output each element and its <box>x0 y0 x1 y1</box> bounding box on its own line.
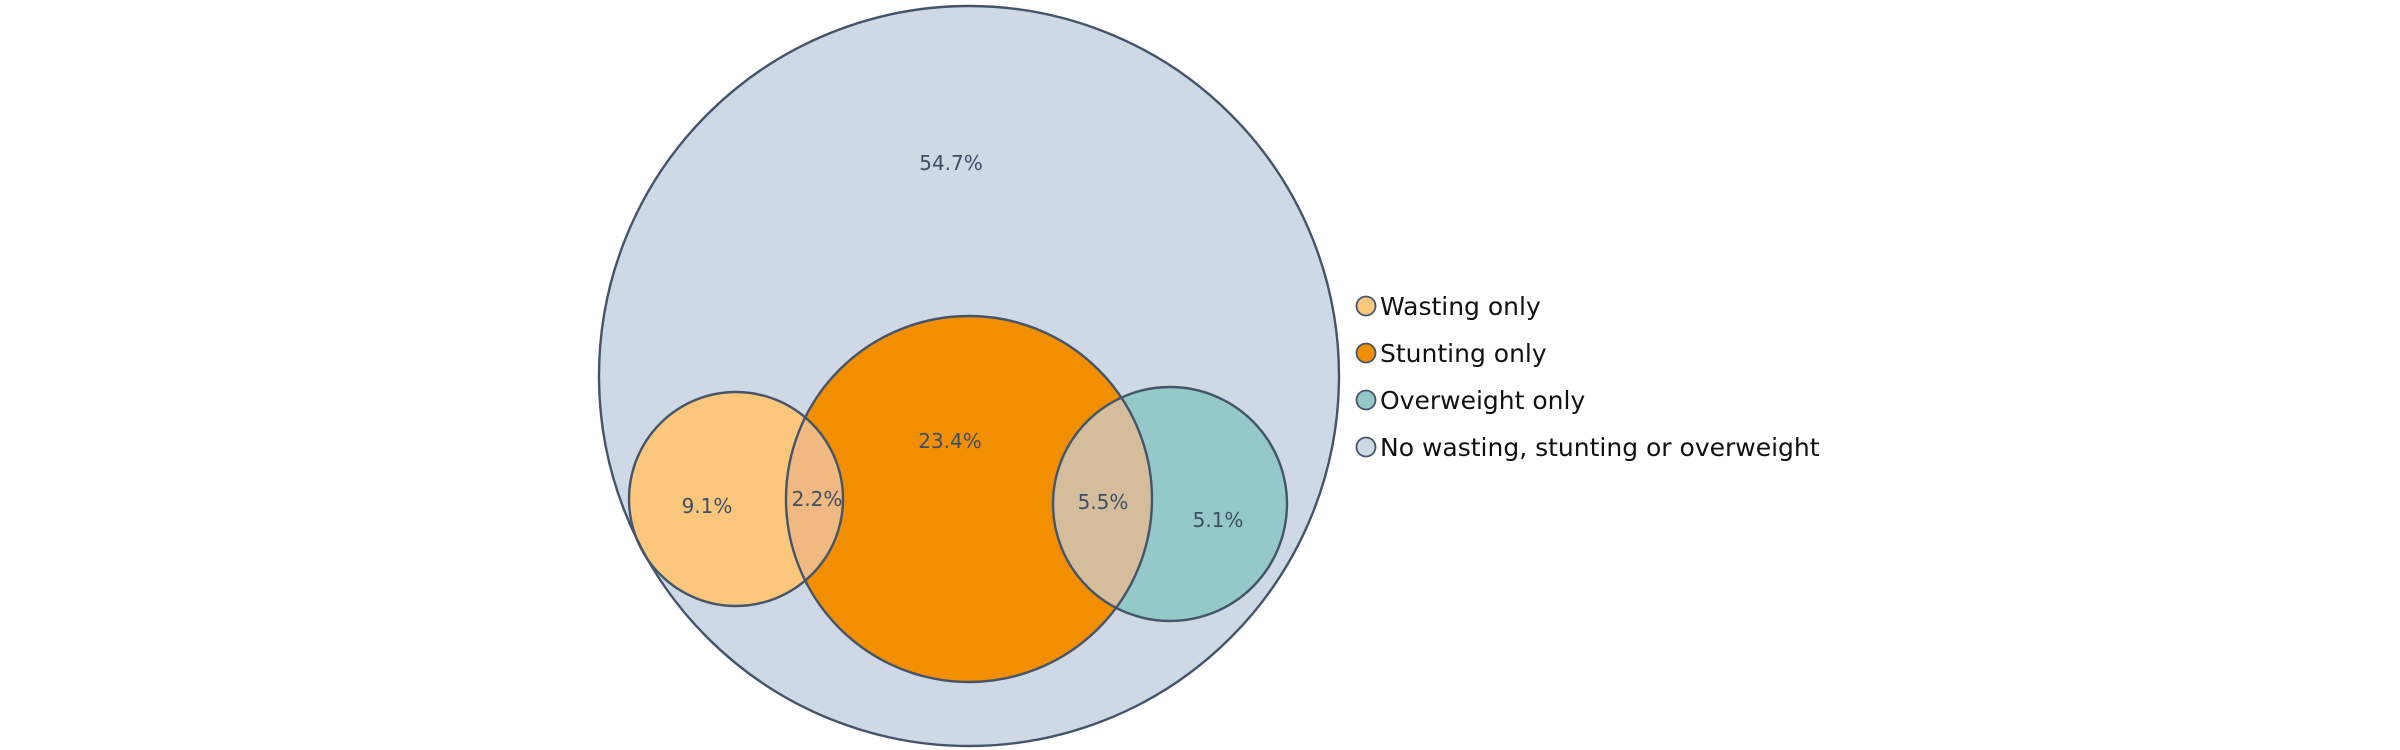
region-label-wasting-stunting: 2.2% <box>792 487 843 511</box>
region-label-stunting-overweight: 5.5% <box>1078 490 1129 514</box>
legend-label: Stunting only <box>1380 339 1547 368</box>
region-label-wasting: 9.1% <box>682 494 733 518</box>
legend-swatch <box>1355 295 1377 317</box>
legend: Wasting only Stunting only Overweight on… <box>1355 292 1820 462</box>
region-label-stunting: 23.4% <box>918 429 982 453</box>
legend-item: Stunting only <box>1355 339 1547 368</box>
legend-label: Overweight only <box>1380 386 1585 415</box>
legend-item: Overweight only <box>1355 386 1585 415</box>
legend-item: No wasting, stunting or overweight <box>1355 433 1820 462</box>
legend-swatch <box>1355 389 1377 411</box>
region-label-none: 54.7% <box>919 151 983 175</box>
legend-swatch <box>1355 436 1377 458</box>
legend-label: No wasting, stunting or overweight <box>1380 433 1820 462</box>
overlap-stunting-overweight <box>1053 387 1152 621</box>
set-outline-none <box>597 4 1341 748</box>
region-label-overweight: 5.1% <box>1193 508 1244 532</box>
legend-item: Wasting only <box>1355 292 1541 321</box>
legend-label: Wasting only <box>1380 292 1541 321</box>
set-circle-wasting <box>629 392 843 606</box>
set-circle-stunting <box>786 316 1152 682</box>
set-outline-overweight <box>1051 385 1289 623</box>
set-outline-wasting <box>627 390 845 608</box>
set-outline-stunting <box>784 314 1154 684</box>
legend-swatch <box>1355 342 1377 364</box>
